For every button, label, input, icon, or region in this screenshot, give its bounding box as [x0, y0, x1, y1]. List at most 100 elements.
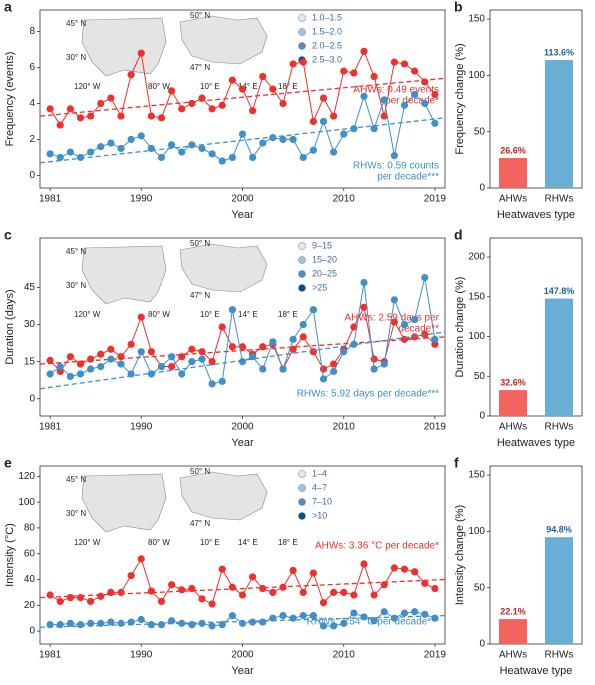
legend-label: 20–25 — [312, 268, 337, 278]
data-point — [168, 87, 176, 95]
map-europe — [179, 471, 268, 521]
legend-label: 2.5–3.0 — [312, 54, 342, 64]
data-point — [390, 614, 398, 622]
data-point — [178, 370, 186, 378]
trend-annotation: AHWs: 3.36 °C per decade* — [315, 541, 439, 552]
data-point — [147, 144, 155, 153]
x-tick-label: 1981 — [39, 650, 62, 661]
data-point — [46, 591, 54, 599]
data-point — [66, 593, 74, 602]
data-point — [249, 153, 257, 162]
data-point — [127, 340, 135, 348]
y-tick-label: 0 — [29, 170, 35, 181]
y-tick-label: 150 — [468, 291, 485, 302]
x-tick-label: 2019 — [424, 194, 447, 205]
data-point — [188, 141, 196, 149]
data-point — [66, 148, 74, 156]
data-point — [370, 72, 378, 81]
x-tick-label: 2000 — [231, 650, 254, 661]
legend-marker — [298, 470, 306, 478]
legend-marker — [298, 256, 306, 264]
value-label: 26.6% — [500, 145, 526, 155]
data-point — [178, 148, 186, 156]
data-point — [117, 112, 125, 120]
data-point — [421, 273, 429, 282]
data-point — [168, 353, 176, 361]
data-point — [46, 105, 54, 113]
y-tick-label: 0 — [479, 411, 485, 422]
data-point — [198, 144, 206, 153]
data-point — [299, 320, 307, 329]
data-point — [279, 135, 287, 144]
data-point — [249, 573, 257, 581]
data-point — [127, 135, 135, 144]
data-point — [208, 380, 216, 388]
x-tick-label: 2010 — [333, 422, 356, 433]
data-point — [299, 612, 307, 620]
plot-frame — [489, 9, 583, 189]
map-inset: 45° N 30° N 120° W 80° W 50° N 47° N 10° E 14° … — [66, 11, 342, 91]
data-point — [380, 96, 388, 104]
x-tick-label: 2010 — [333, 194, 356, 205]
data-point — [289, 335, 297, 343]
data-point — [400, 320, 409, 329]
y-tick-label: 40 — [24, 574, 36, 585]
x-tick-label: 2019 — [424, 422, 447, 433]
data-point — [117, 619, 125, 627]
y-tick-label: 100 — [468, 526, 485, 537]
data-point — [319, 622, 328, 630]
data-point — [350, 609, 358, 617]
legend-label: 15–20 — [312, 254, 337, 264]
data-point — [168, 617, 176, 625]
data-point — [370, 591, 378, 599]
data-point — [299, 153, 307, 162]
map-coordinate-label: 18° E — [278, 538, 298, 547]
data-point — [168, 362, 176, 371]
data-point — [411, 315, 419, 324]
x-tick-label: RHWs — [545, 650, 574, 661]
data-point — [411, 568, 419, 576]
data-point — [188, 99, 196, 108]
data-point — [87, 597, 95, 606]
data-point — [259, 72, 267, 81]
data-point — [238, 343, 247, 351]
data-point — [431, 584, 439, 593]
data-point — [66, 105, 74, 113]
x-tick-label: RHWs — [545, 194, 574, 205]
bar — [499, 158, 527, 188]
data-point — [411, 333, 419, 341]
data-point — [238, 85, 247, 93]
trend-line — [39, 578, 446, 599]
x-tick-label: 1981 — [39, 422, 62, 433]
data-point — [390, 318, 398, 326]
data-point — [269, 134, 277, 142]
data-point — [107, 588, 115, 597]
data-point — [411, 90, 419, 99]
data-point — [107, 94, 115, 102]
data-point — [178, 586, 186, 594]
data-point — [218, 621, 226, 629]
y-tick-label: 50 — [474, 126, 486, 137]
data-point — [97, 362, 105, 371]
data-point — [370, 365, 378, 373]
data-point — [238, 130, 247, 138]
y-tick-label: 50 — [474, 371, 486, 382]
data-point — [259, 343, 267, 351]
data-point — [431, 335, 439, 343]
data-point — [87, 112, 95, 120]
data-point — [309, 612, 317, 620]
data-point — [228, 153, 236, 162]
data-point — [208, 600, 216, 608]
data-point — [147, 587, 155, 595]
map-coordinate-label: 14° E — [238, 310, 258, 319]
data-point — [259, 139, 267, 147]
data-point — [228, 76, 236, 84]
data-point — [76, 114, 85, 122]
data-point — [421, 610, 429, 618]
data-point — [178, 619, 186, 627]
legend-marker — [298, 498, 306, 506]
y-axis-label: Intensity (°C) — [4, 523, 16, 587]
data-point — [431, 119, 439, 127]
data-point — [66, 619, 74, 627]
data-point — [56, 621, 64, 629]
